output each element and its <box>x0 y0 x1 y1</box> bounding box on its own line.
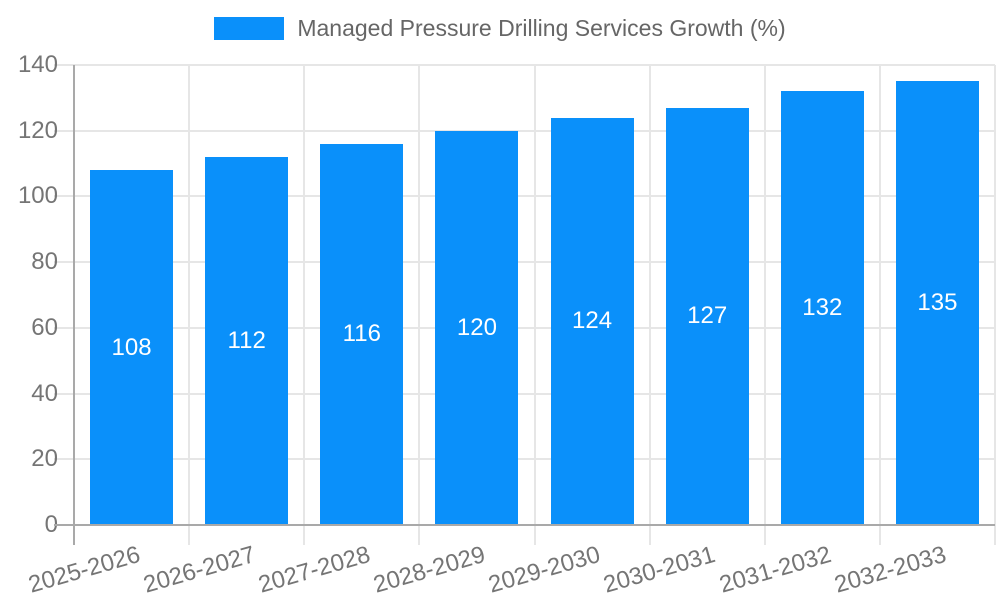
v-gridline <box>533 65 536 545</box>
y-tick-label: 140 <box>17 51 58 78</box>
h-gridline <box>54 195 995 198</box>
x-tick-label: 2030-2031 <box>600 541 719 599</box>
bar-value-label: 124 <box>572 307 613 335</box>
bar: 135 <box>895 81 979 525</box>
legend-item[interactable]: Managed Pressure Drilling Services Growt… <box>214 14 786 42</box>
bar-value-label: 135 <box>917 289 958 317</box>
v-gridline <box>763 65 766 545</box>
v-gridline <box>648 65 651 545</box>
y-tick-label: 80 <box>31 248 58 276</box>
bar-value-label: 116 <box>342 320 381 348</box>
y-tick-label: 40 <box>31 379 58 407</box>
y-tick-label: 60 <box>31 313 58 341</box>
y-tick-label: 0 <box>44 511 58 538</box>
x-tick-label: 2032-2033 <box>831 541 949 599</box>
bar: 127 <box>665 107 749 525</box>
x-tick-label: 2031-2032 <box>715 541 834 599</box>
bar: 124 <box>550 117 634 525</box>
bar-value-label: 132 <box>802 294 843 322</box>
x-tick-label: 2025-2026 <box>25 541 144 599</box>
bar: 120 <box>435 130 519 525</box>
x-tick-label: 2026-2027 <box>140 541 259 599</box>
h-gridline <box>54 129 995 132</box>
v-gridline <box>994 65 996 545</box>
bar-value-label: 127 <box>687 302 728 330</box>
bar: 116 <box>320 143 404 525</box>
x-axis-line <box>54 524 995 526</box>
bar: 132 <box>780 91 864 525</box>
x-tick-label: 2028-2029 <box>370 541 489 599</box>
bar-value-label: 108 <box>111 333 152 361</box>
bar-value-label: 112 <box>227 327 266 354</box>
v-gridline <box>188 65 191 545</box>
v-gridline <box>878 65 881 545</box>
h-gridline <box>54 261 995 264</box>
bar: 112 <box>205 157 289 525</box>
h-gridline <box>54 392 995 395</box>
legend-label: Managed Pressure Drilling Services Growt… <box>297 15 786 41</box>
legend-swatch <box>214 16 285 40</box>
x-tick-label: 2027-2028 <box>255 541 374 599</box>
v-gridline <box>418 65 421 545</box>
y-tick-label: 20 <box>31 445 58 473</box>
bar-value-label: 120 <box>456 313 497 341</box>
x-tick-label: 2029-2030 <box>485 541 604 599</box>
legend: Managed Pressure Drilling Services Growt… <box>0 14 1000 42</box>
h-gridline <box>54 326 995 329</box>
h-gridline <box>54 64 995 66</box>
y-tick-label: 100 <box>17 182 58 210</box>
bar: 108 <box>90 170 174 525</box>
h-gridline <box>54 458 995 461</box>
v-gridline <box>303 65 306 545</box>
y-axis-line <box>73 65 75 545</box>
y-tick-label: 120 <box>17 116 58 144</box>
